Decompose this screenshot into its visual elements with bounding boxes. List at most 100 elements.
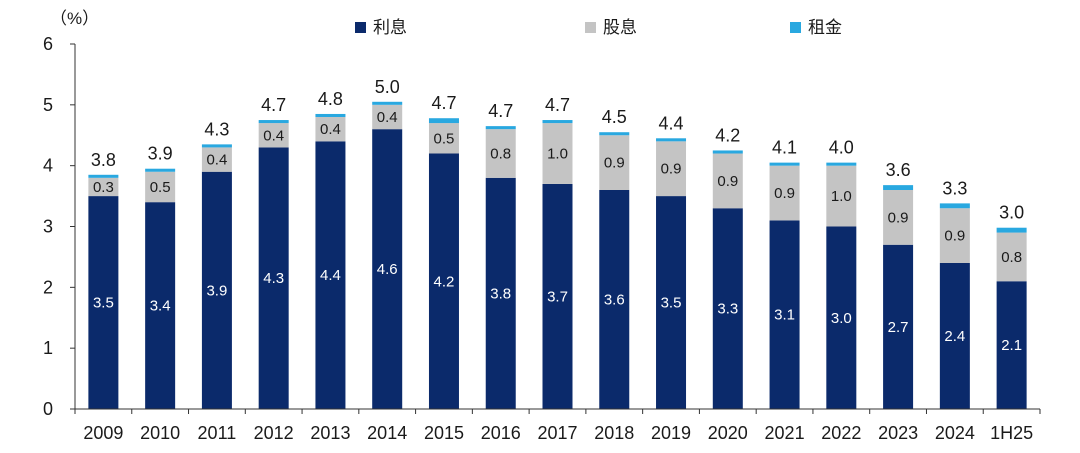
- bar-segment: [826, 165, 857, 227]
- bar-stack: 2.4 0.9 3.3: [939, 178, 970, 409]
- segment-data-label: 0.9: [604, 155, 625, 172]
- bar-segment: [542, 123, 573, 184]
- segment-data-label: 0.9: [717, 173, 738, 190]
- bar-segment: [939, 208, 970, 263]
- segment-data-label: 3.7: [547, 288, 568, 305]
- bar-segment: [428, 153, 459, 409]
- x-tick-label: 2011: [198, 423, 237, 443]
- total-data-label: 4.1: [772, 138, 797, 158]
- bar-segment: [88, 177, 119, 197]
- segment-data-label: 0.9: [888, 209, 909, 226]
- y-tick-label: 2: [43, 277, 53, 297]
- x-tick-label: 2020: [708, 423, 748, 443]
- x-tick-label: 2022: [821, 423, 861, 443]
- x-tick-label: 2018: [594, 423, 634, 443]
- total-data-label: 4.7: [545, 95, 570, 115]
- legend-label: 股息: [603, 18, 637, 38]
- segment-data-label: 0.8: [490, 146, 511, 163]
- bar-segment: [372, 104, 403, 130]
- y-tick-label: 4: [43, 156, 53, 176]
- bar-segment: [201, 144, 232, 148]
- bar-segment: [428, 123, 459, 154]
- segment-data-label: 3.3: [717, 301, 738, 318]
- bar-segment: [939, 203, 970, 209]
- bar-segment: [88, 196, 119, 409]
- bar-segment: [883, 244, 914, 409]
- bar-segment: [372, 101, 403, 105]
- segment-data-label: 0.4: [320, 121, 341, 138]
- total-data-label: 5.0: [375, 77, 400, 97]
- bar-stack: 3.6 0.9 4.5: [599, 107, 630, 409]
- segment-data-label: 0.3: [93, 179, 114, 196]
- bar-segment: [542, 120, 573, 124]
- segment-data-label: 1.0: [831, 188, 852, 205]
- segment-data-label: 3.5: [93, 295, 114, 312]
- total-data-label: 3.6: [886, 160, 911, 180]
- bar-segment: [883, 190, 914, 245]
- total-data-label: 4.3: [204, 119, 229, 139]
- y-tick-label: 6: [43, 34, 53, 54]
- bar-segment: [201, 147, 232, 172]
- legend-swatch: [585, 22, 596, 33]
- total-data-label: 4.5: [602, 107, 627, 127]
- bar-stack: 4.4 0.4 4.8: [315, 89, 346, 410]
- legend: 利息 股息 租金: [355, 18, 842, 38]
- bar-stack: 3.5 0.9 4.4: [656, 113, 687, 409]
- bar-segment: [258, 123, 289, 148]
- bar-segment: [485, 177, 516, 409]
- bar-segment: [712, 150, 743, 154]
- bar-segment: [656, 196, 687, 409]
- x-tick-label: 2012: [254, 423, 294, 443]
- bar-stack: 3.5 0.3 3.8: [88, 150, 119, 409]
- bar-segment: [145, 168, 176, 172]
- bar-stack: 2.1 0.8 3.0: [996, 203, 1027, 409]
- segment-data-label: 0.4: [377, 109, 398, 126]
- x-tick-label: 2019: [651, 423, 691, 443]
- bar-segment: [769, 162, 800, 166]
- total-data-label: 4.7: [488, 101, 513, 121]
- total-data-label: 4.4: [659, 113, 684, 133]
- bar-segment: [599, 132, 630, 136]
- bar-stack: 3.7 1.0 4.7: [542, 95, 573, 409]
- segment-data-label: 0.4: [263, 127, 284, 144]
- segment-data-label: 4.4: [320, 267, 341, 284]
- total-data-label: 3.9: [148, 144, 173, 164]
- segment-data-label: 3.5: [661, 295, 682, 312]
- bar-segment: [656, 138, 687, 142]
- total-data-label: 4.0: [829, 138, 854, 158]
- x-tick-label: 2021: [765, 423, 805, 443]
- bar-segment: [315, 141, 346, 410]
- bar-segment: [485, 126, 516, 130]
- bar-segment: [996, 227, 1027, 233]
- segment-data-label: 0.5: [434, 130, 455, 147]
- bar-stack: 3.0 1.0 4.0: [826, 138, 857, 409]
- total-data-label: 4.7: [261, 95, 286, 115]
- y-tick-label: 1: [43, 338, 53, 358]
- bar-stack: 3.9 0.4 4.3: [201, 119, 232, 409]
- segment-data-label: 4.6: [377, 261, 398, 278]
- legend-swatch: [355, 22, 366, 33]
- x-tick-label: 2010: [140, 423, 180, 443]
- total-data-label: 3.3: [942, 178, 967, 198]
- x-tick-label: 2015: [424, 423, 464, 443]
- segment-data-label: 3.0: [831, 310, 852, 327]
- segment-data-label: 3.6: [604, 292, 625, 309]
- bar-segment: [258, 147, 289, 409]
- bar-segment: [656, 141, 687, 197]
- bar-segment: [712, 208, 743, 409]
- bar-stack: 3.4 0.5 3.9: [145, 144, 176, 409]
- bar-stack: 3.8 0.8 4.7: [485, 101, 516, 409]
- bar-segment: [712, 153, 743, 209]
- bar-segment: [599, 190, 630, 409]
- x-tick-label: 1H25: [990, 423, 1033, 443]
- bar-segment: [428, 118, 459, 124]
- x-axis: 2009 2010 2011 2012 2013 2014 2015 2016 2017 2018…: [74, 408, 1041, 443]
- y-tick-label: 5: [43, 95, 53, 115]
- bar-stack: 3.3 0.9 4.2: [712, 125, 743, 409]
- bar-segment: [883, 185, 914, 190]
- x-tick-label: 2009: [83, 423, 123, 443]
- total-data-label: 4.2: [715, 125, 740, 145]
- bar-segment: [485, 129, 516, 178]
- bar-stack: 4.3 0.4 4.7: [258, 95, 289, 409]
- bar-stack: 3.1 0.9 4.1: [769, 138, 800, 409]
